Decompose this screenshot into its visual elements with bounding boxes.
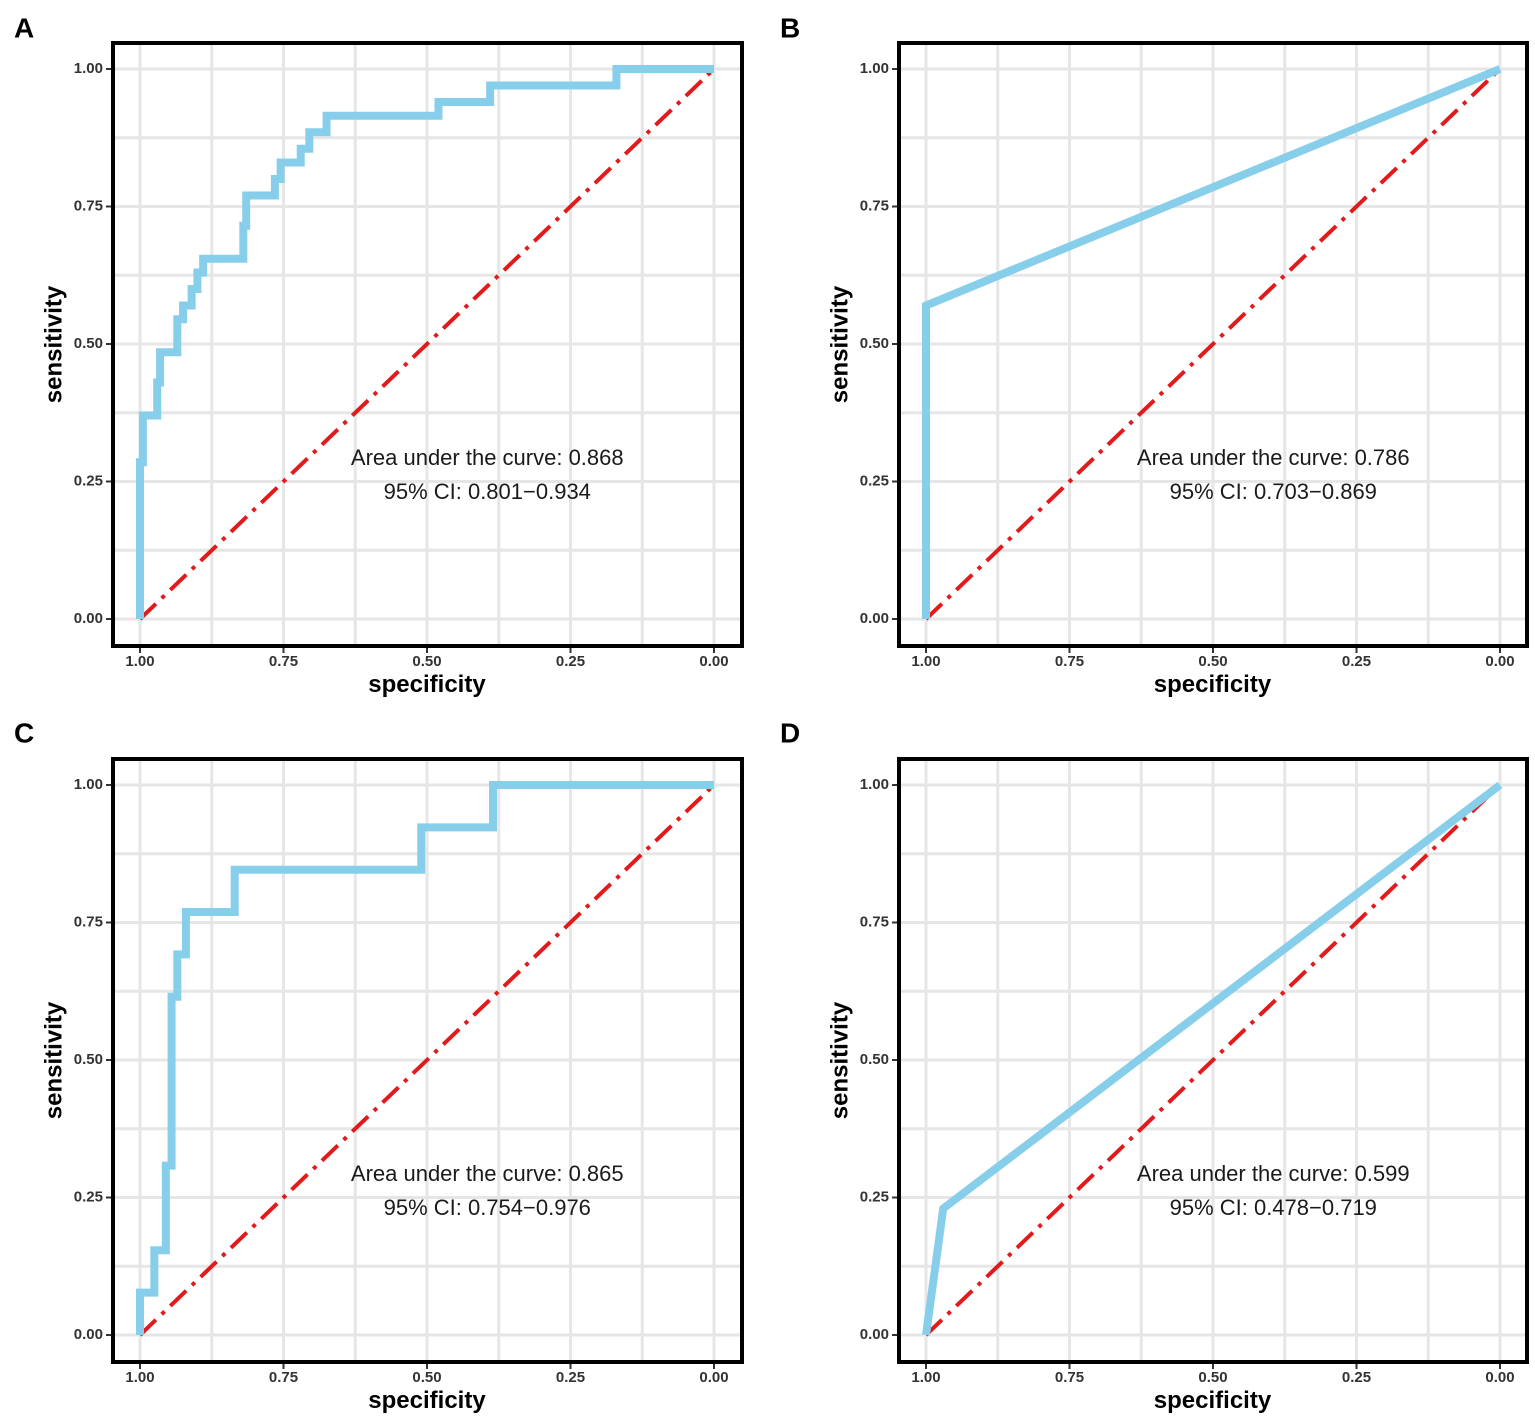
reference-diagonal-line xyxy=(138,783,716,1337)
x-tick-label: 0.50 xyxy=(1198,1369,1227,1386)
plot-frame xyxy=(111,41,744,648)
y-tick-label: 0.50 xyxy=(74,1051,103,1068)
plot-frame xyxy=(111,757,744,1364)
auc-annotation: Area under the curve: 0.599 xyxy=(1137,1161,1410,1186)
y-tick-label: 0.50 xyxy=(860,335,889,352)
y-tick-label: 0.00 xyxy=(860,610,889,627)
ci-annotation: 95% CI: 0.478−0.719 xyxy=(1170,1195,1377,1220)
reference-diagonal-line xyxy=(924,783,1502,1337)
reference-diagonal-line xyxy=(138,67,716,621)
y-tick-label: 0.00 xyxy=(74,610,103,627)
x-tick-label: 0.75 xyxy=(269,1369,298,1386)
plot-frame xyxy=(897,757,1529,1364)
x-tick-label: 1.00 xyxy=(911,653,940,670)
y-axis-title: sensitivity xyxy=(826,285,853,403)
x-tick-label: 0.00 xyxy=(1485,1369,1514,1386)
auc-annotation: Area under the curve: 0.865 xyxy=(351,1161,624,1186)
panel-letter: A xyxy=(14,12,34,43)
x-axis-title: specificity xyxy=(1154,671,1272,698)
auc-annotation: Area under the curve: 0.868 xyxy=(351,445,624,470)
y-tick-label: 1.00 xyxy=(74,60,103,77)
y-tick-label: 0.25 xyxy=(860,1188,889,1205)
x-tick-label: 0.25 xyxy=(556,1369,585,1386)
x-tick-label: 0.50 xyxy=(412,653,441,670)
plot-frame xyxy=(897,41,1529,648)
roc-curve-line xyxy=(922,65,1502,619)
x-tick-label: 0.50 xyxy=(412,1369,441,1386)
x-tick-label: 0.00 xyxy=(1485,653,1514,670)
roc-curve-line xyxy=(136,65,714,619)
y-tick-label: 0.50 xyxy=(74,335,103,352)
x-tick-label: 0.75 xyxy=(1055,653,1084,670)
x-tick-label: 0.50 xyxy=(1198,653,1227,670)
auc-annotation: Area under the curve: 0.786 xyxy=(1137,445,1410,470)
panel-letter: C xyxy=(14,717,34,748)
x-axis-title: specificity xyxy=(368,1387,486,1414)
x-tick-label: 0.25 xyxy=(1342,653,1371,670)
y-tick-label: 0.00 xyxy=(74,1326,103,1343)
y-tick-label: 0.25 xyxy=(74,472,103,489)
y-tick-label: 0.75 xyxy=(74,913,103,930)
x-tick-label: 1.00 xyxy=(911,1369,940,1386)
y-tick-label: 0.25 xyxy=(74,1188,103,1205)
y-tick-label: 1.00 xyxy=(860,776,889,793)
ci-annotation: 95% CI: 0.801−0.934 xyxy=(384,479,591,504)
x-tick-label: 0.25 xyxy=(1342,1369,1371,1386)
y-tick-label: 0.75 xyxy=(74,197,103,214)
roc-curve-line xyxy=(922,781,1503,1336)
panel-B: B 1.00 0.75 0.50 0.25 0.00 0.00 0.25 0.50 0.75 1.0… xyxy=(780,12,1529,698)
x-tick-label: 0.75 xyxy=(1055,1369,1084,1386)
x-axis-title: specificity xyxy=(368,671,486,698)
y-axis-title: sensitivity xyxy=(40,1001,67,1119)
x-axis-title: specificity xyxy=(1154,1387,1272,1414)
x-tick-label: 0.00 xyxy=(699,1369,728,1386)
panel-A: A 1.00 0.75 0.50 0.25 0.00 0.00 0.25 0.50 0.75 1.0… xyxy=(14,12,744,698)
y-tick-label: 0.50 xyxy=(860,1051,889,1068)
x-tick-label: 0.00 xyxy=(699,653,728,670)
y-tick-label: 1.00 xyxy=(74,776,103,793)
y-tick-label: 0.75 xyxy=(860,197,889,214)
y-tick-label: 1.00 xyxy=(860,60,889,77)
panel-letter: D xyxy=(780,717,800,748)
y-axis-title: sensitivity xyxy=(826,1001,853,1119)
ci-annotation: 95% CI: 0.703−0.869 xyxy=(1170,479,1377,504)
reference-diagonal-line xyxy=(924,67,1502,621)
roc-curve-line xyxy=(136,781,714,1335)
panel-D: D 1.00 0.75 0.50 0.25 0.00 0.00 0.25 0.50 0.75 1.0… xyxy=(780,717,1529,1414)
x-tick-label: 0.25 xyxy=(556,653,585,670)
panel-C: C 1.00 0.75 0.50 0.25 0.00 0.00 0.25 0.50 0.75 1.0… xyxy=(14,717,744,1414)
x-tick-label: 0.75 xyxy=(269,653,298,670)
panel-letter: B xyxy=(780,12,800,43)
x-tick-label: 1.00 xyxy=(125,653,154,670)
y-tick-label: 0.25 xyxy=(860,472,889,489)
ci-annotation: 95% CI: 0.754−0.976 xyxy=(384,1195,591,1220)
y-tick-label: 0.75 xyxy=(860,913,889,930)
y-tick-label: 0.00 xyxy=(860,1326,889,1343)
y-axis-title: sensitivity xyxy=(40,285,67,403)
x-tick-label: 1.00 xyxy=(125,1369,154,1386)
